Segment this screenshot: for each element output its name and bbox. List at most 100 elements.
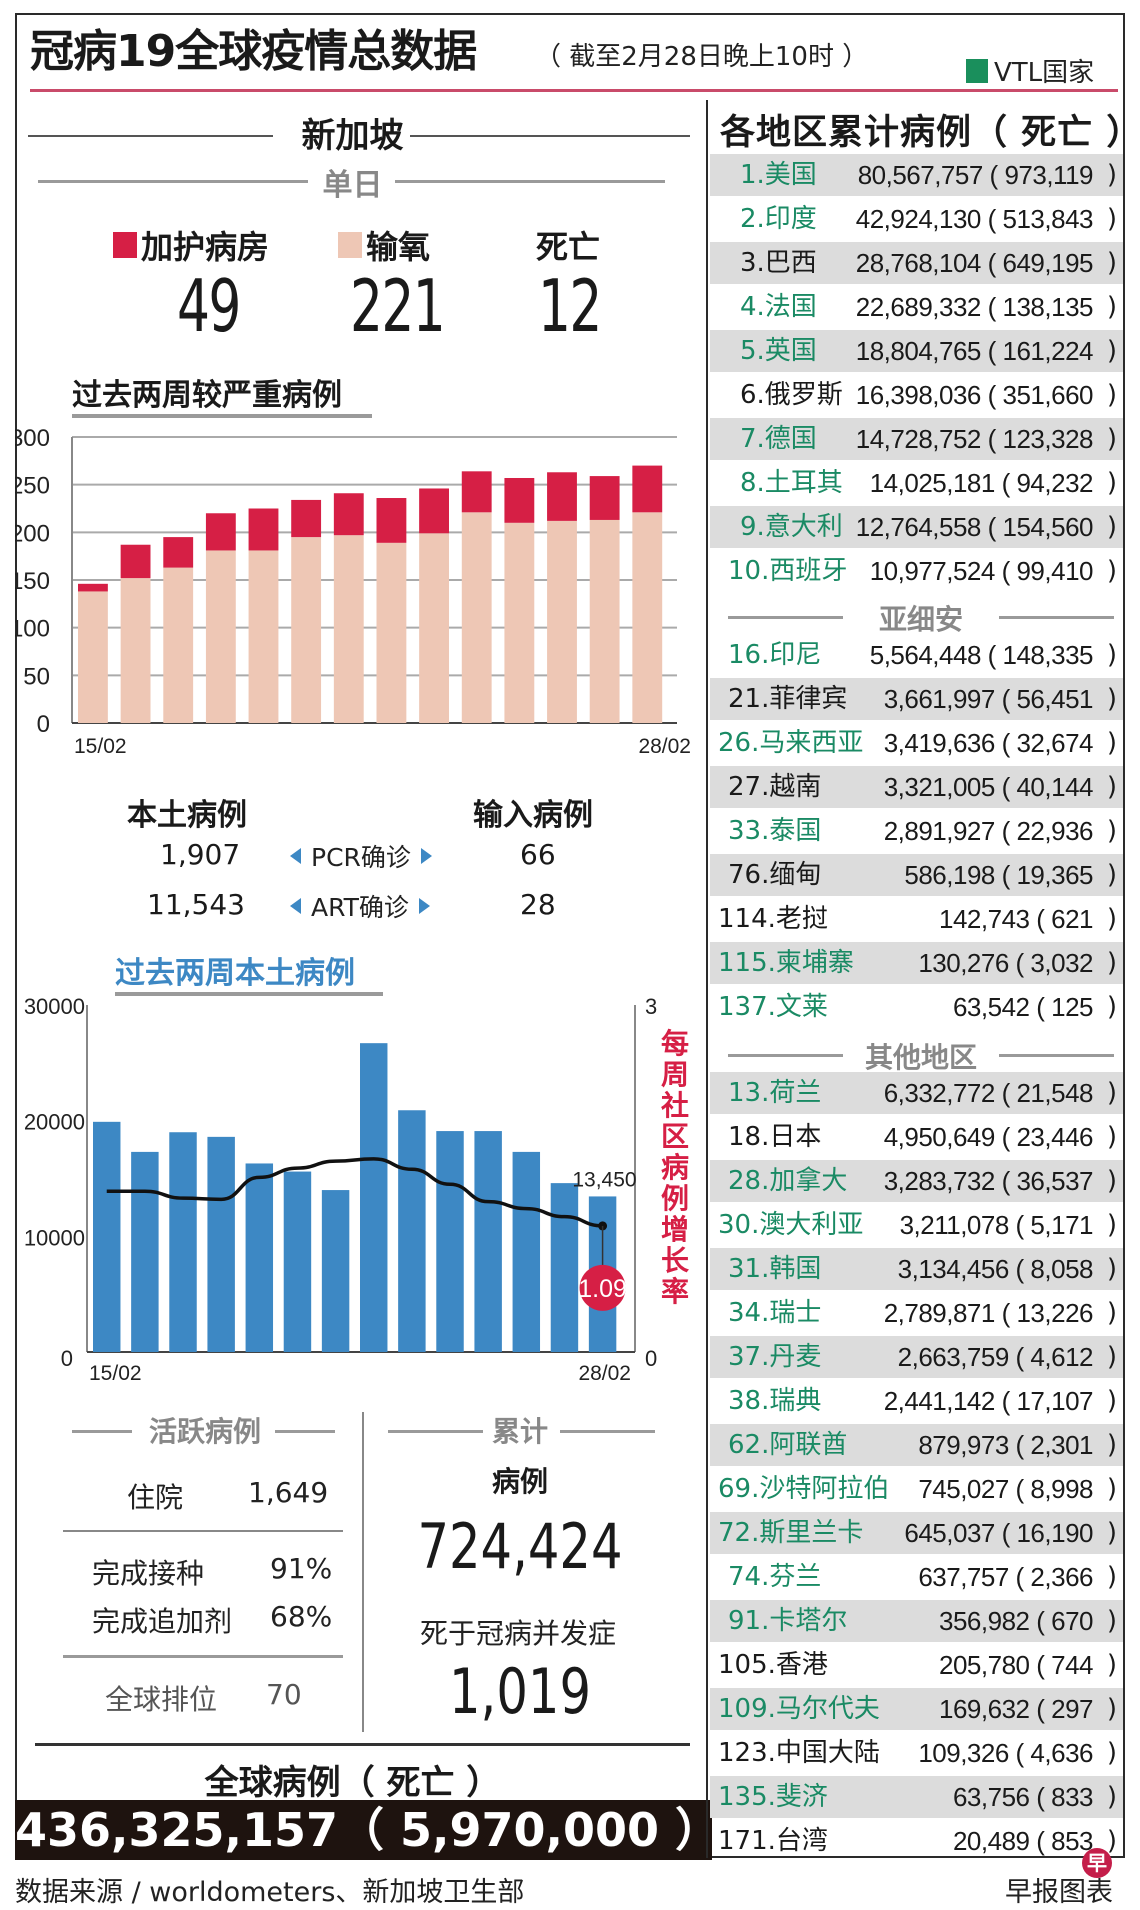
vtl-legend: VTL国家 (966, 52, 1094, 89)
paren-close: ) (1106, 380, 1117, 410)
paren-open: ( (980, 336, 1003, 366)
cases-deaths-value: 14,025,181 ( 94,232 (870, 462, 1094, 504)
active-heading: 活跃病例 (148, 1415, 261, 1448)
imported-cases-heading: 输入病例 (473, 798, 593, 833)
table-section-heading: 亚细安 (728, 598, 1114, 638)
cases-value: 3,211,078 (899, 1210, 1010, 1240)
art-label-row: ART确诊 (290, 888, 430, 924)
severe-cases-chart-title: 过去两周较严重病例 (72, 378, 342, 413)
paren-close: ) (1106, 204, 1117, 234)
cases-deaths-value: 6,332,772 ( 21,548 (884, 1072, 1094, 1114)
paren-open: ( (980, 204, 1003, 234)
paren-open: ( (994, 1078, 1017, 1108)
bar-oxygen (547, 520, 577, 723)
bar-oxygen (120, 578, 151, 723)
table-row: 10.西班牙 10,977,524 ( 99,410) (710, 550, 1123, 592)
cases-deaths-value: 130,276 ( 3,032 (918, 942, 1093, 984)
cases-deaths-value: 586,198 ( 19,365 (904, 854, 1093, 896)
table-row: 16.印尼 5,564,448 ( 148,335) (710, 634, 1123, 676)
paren-close: ) (1106, 1826, 1117, 1856)
divider (728, 616, 843, 619)
y2-tick-label: 3 (645, 995, 657, 1019)
table-row: 37.丹麦 2,663,759 ( 4,612) (710, 1336, 1123, 1378)
y-tick-label: 20000 (24, 1110, 85, 1135)
country-name: 31.韩国 (728, 1254, 822, 1284)
bar-icu (205, 513, 236, 551)
deaths-value: 13,226 (1016, 1298, 1093, 1328)
country-name: 27.越南 (728, 772, 822, 802)
deaths-value: 2,301 (1030, 1430, 1093, 1460)
country-name: 9.意大利 (740, 512, 843, 542)
cumulative-cases-value: 724,424 (417, 1510, 623, 1583)
cases-deaths-value: 80,567,757 ( 973,119 (857, 154, 1094, 196)
bar-oxygen (163, 567, 194, 723)
cases-deaths-value: 42,924,130 ( 513,843 (855, 198, 1094, 240)
bar-icu (78, 583, 108, 592)
table-row: 21.菲律宾 3,661,997 ( 56,451) (710, 678, 1123, 720)
cases-deaths-value: 63,756 ( 833 (953, 1776, 1094, 1818)
x-tick-label: 15/02 (74, 735, 127, 758)
y2-tick-label: 0 (645, 1346, 657, 1371)
country-name: 28.加拿大 (728, 1166, 848, 1196)
cases-value: 42,924,130 (855, 204, 982, 234)
table-row: 34.瑞士 2,789,871 ( 13,226) (710, 1292, 1123, 1334)
cases-value: 4,950,649 (883, 1122, 996, 1152)
chart-title-underline (115, 992, 383, 996)
cases-value: 80,567,757 (857, 160, 984, 190)
cases-deaths-value: 16,398,036 ( 351,660 (856, 374, 1094, 416)
bar-icu (120, 544, 151, 579)
country-name: 18.日本 (728, 1122, 822, 1152)
arrow-left-icon (290, 848, 301, 864)
cumulative-heading: 累计 (491, 1415, 548, 1448)
y-tick-label: 0 (61, 1346, 73, 1371)
cases-value: 28,768,104 (855, 248, 982, 278)
bar-local-cases (131, 1151, 159, 1352)
paren-close: ) (1106, 728, 1117, 758)
country-name: 105.香港 (718, 1650, 828, 1680)
bar-oxygen (78, 591, 108, 723)
country-name: 33.泰国 (728, 816, 822, 846)
deaths-value: 4,636 (1030, 1738, 1093, 1768)
singapore-heading: 新加坡 (301, 116, 404, 156)
cases-deaths-value: 879,973 ( 2,301 (918, 1424, 1093, 1466)
bar-oxygen (248, 550, 279, 723)
cases-deaths-value: 109,326 ( 4,636 (918, 1732, 1093, 1774)
paren-close: ) (1106, 816, 1117, 846)
bar-local-cases (474, 1131, 502, 1352)
cases-deaths-value: 645,037 ( 16,190 (904, 1512, 1093, 1554)
cases-deaths-value: 2,663,759 ( 4,612 (898, 1336, 1094, 1378)
y-tick-label: 0 (37, 711, 50, 738)
global-heading: 全球病例（ 死亡 ） (204, 1763, 501, 1803)
deaths-value: 3,032 (1030, 948, 1093, 978)
country-name: 135.斐济 (718, 1782, 828, 1812)
deaths-value: 5,171 (1030, 1210, 1093, 1240)
country-name: 114.老挝 (718, 904, 828, 934)
y-tick-label: 30000 (24, 995, 85, 1019)
paren-close: ) (1106, 292, 1117, 322)
table-row: 114.老挝 142,743 ( 621) (710, 898, 1123, 940)
growth-rate-label: 1.09 (578, 1275, 627, 1303)
y-tick-label: 200 (15, 520, 50, 547)
cases-deaths-value: 142,743 ( 621 (939, 898, 1093, 940)
cases-value: 3,283,732 (883, 1166, 996, 1196)
vaccinated-value: 91% (270, 1552, 333, 1585)
country-name: 13.荷兰 (728, 1078, 822, 1108)
global-rank-label: 全球排位 (105, 1683, 218, 1716)
bar-oxygen (589, 519, 620, 723)
paren-open: ( (994, 468, 1017, 498)
cases-value: 3,661,997 (883, 684, 996, 714)
paren-close: ) (1106, 248, 1117, 278)
cases-value: 2,789,871 (883, 1298, 996, 1328)
paren-open: ( (994, 772, 1017, 802)
cases-deaths-value: 12,764,558 ( 154,560 (856, 506, 1094, 548)
paren-open: ( (1029, 1782, 1052, 1812)
cases-deaths-value: 2,441,142 ( 17,107 (884, 1380, 1094, 1422)
table-row: 9.意大利 12,764,558 ( 154,560) (710, 506, 1123, 548)
cases-value: 20,489 (952, 1826, 1030, 1856)
paren-open: ( (994, 684, 1017, 714)
table-row: 2.印度 42,924,130 ( 513,843) (710, 198, 1123, 240)
vtl-legend-label: VTL国家 (994, 58, 1095, 88)
paren-open: ( (1029, 1694, 1052, 1724)
vtl-swatch-icon (966, 58, 988, 83)
deaths-value: 99,410 (1016, 556, 1093, 586)
